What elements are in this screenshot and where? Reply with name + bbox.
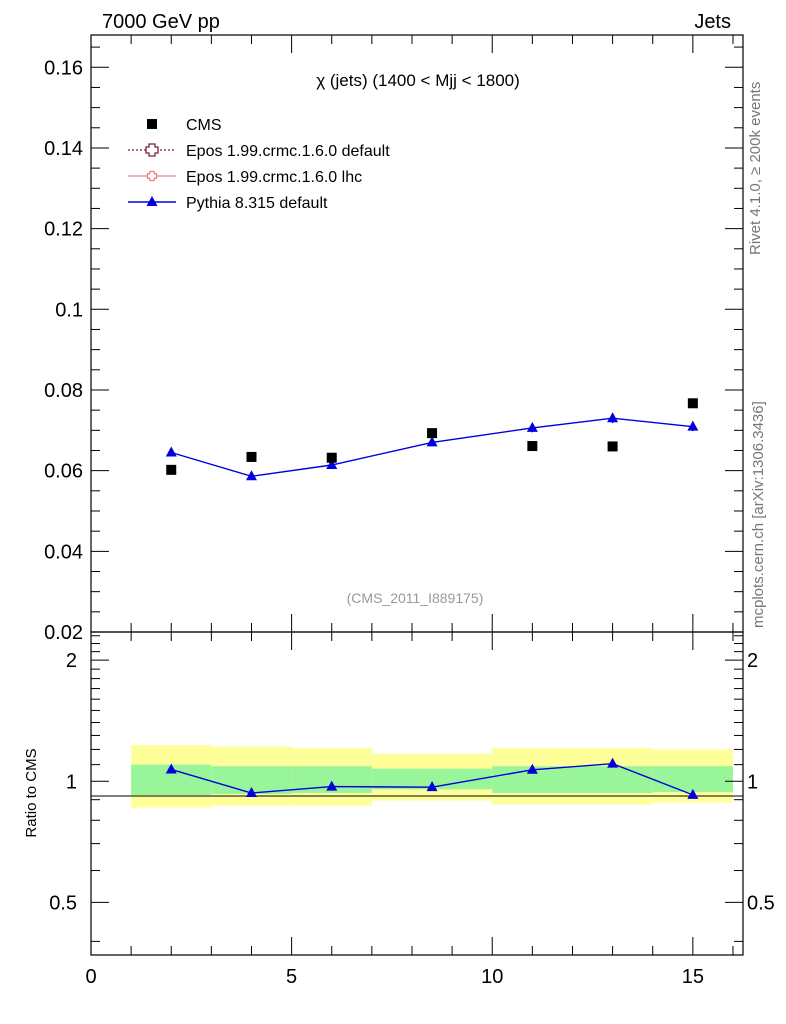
x-tick-label: 5 (286, 966, 297, 988)
pythia-ratio-point (526, 763, 538, 774)
ratio-y-tick-label-right: 1 (747, 771, 758, 793)
green-band (652, 766, 733, 793)
green-band (492, 766, 653, 794)
pythia-ratio-point (687, 788, 699, 799)
y-tick-label: 0.04 (44, 541, 83, 563)
cms-point (527, 441, 538, 452)
legend-label: CMS (186, 117, 222, 134)
green-band (371, 768, 493, 790)
legend-marker-epos (146, 170, 158, 182)
top-panel-series (165, 398, 699, 481)
legend-marker-pythia (146, 196, 158, 206)
legend: CMS Epos 1.99.crmc.1.6.0 default Epos 1.99… (128, 117, 390, 212)
ratio-axis-label: Ratio to CMS (23, 748, 40, 837)
y-tick-label: 0.08 (44, 380, 83, 402)
pythia-ratio-point (607, 757, 619, 768)
pythia-point (245, 470, 257, 481)
analysis-watermark: (CMS_2011_I889175) (347, 590, 484, 606)
side-label-bottom: mcplots.cern.ch [arXiv:1306.3436] (750, 401, 767, 628)
cms-point (326, 452, 337, 463)
side-label-top: Rivet 4.1.0, ≥ 200k events (747, 82, 764, 255)
ratio-uncertainty-bands (131, 745, 733, 808)
y-tick-label: 0.12 (44, 219, 83, 241)
ratio-y-tick-label-right: 0.5 (747, 892, 775, 914)
x-tick-label: 0 (85, 966, 96, 988)
top-panel: 0.02 0.04 0.06 0.08 0.1 0.12 0.14 0.16 χ (jets)… (44, 34, 744, 644)
legend-marker-cms (147, 119, 157, 129)
cms-point (166, 464, 177, 475)
legend-label: Pythia 8.315 default (186, 195, 328, 212)
bottom-panel-frame (90, 631, 744, 956)
x-tick-label: 10 (481, 966, 503, 988)
cms-point (607, 441, 618, 452)
bottom-panel-series (165, 757, 699, 799)
pythia-ratio-point (326, 780, 338, 791)
cms-point (687, 398, 698, 409)
legend-label: Epos 1.99.crmc.1.6.0 lhc (186, 169, 362, 186)
y-tick-label: 0.14 (44, 138, 83, 160)
pythia-point (326, 459, 338, 470)
y-tick-label: 0.06 (44, 461, 83, 483)
ratio-y-tick-label-left: 0.5 (49, 892, 77, 914)
header-right-label: Jets (694, 11, 731, 33)
pythia-ratio-point (245, 787, 257, 798)
y-tick-label: 0.02 (44, 622, 83, 644)
pythia-point (165, 446, 177, 457)
x-tick-label: 15 (682, 966, 704, 988)
pythia-point (607, 412, 619, 423)
cms-point (246, 451, 257, 462)
pythia-ratio-point (426, 781, 438, 792)
plot-title: χ (jets) (1400 < Mjj < 1800) (316, 71, 520, 90)
cms-point (427, 428, 438, 439)
pythia-ratio-point (165, 763, 177, 774)
legend-marker-epos (145, 143, 159, 157)
header-left-label: 7000 GeV pp (102, 11, 220, 33)
pythia-point (426, 436, 438, 447)
legend-label: Epos 1.99.crmc.1.6.0 default (186, 143, 390, 160)
pythia-point (526, 421, 538, 432)
pythia-point (687, 420, 699, 431)
y-tick-label: 0.1 (55, 299, 83, 321)
bottom-panel: 0.5 0.5 1 1 2 2 0 5 10 15 Ratio to CMS (23, 631, 775, 988)
ratio-y-tick-label-right: 2 (747, 650, 758, 672)
ratio-y-tick-label-left: 1 (66, 771, 77, 793)
y-tick-label: 0.16 (44, 57, 83, 79)
bottom-panel-ticks: 0.5 0.5 1 1 2 2 0 5 10 15 (49, 632, 775, 988)
ratio-y-tick-label-left: 2 (66, 650, 77, 672)
